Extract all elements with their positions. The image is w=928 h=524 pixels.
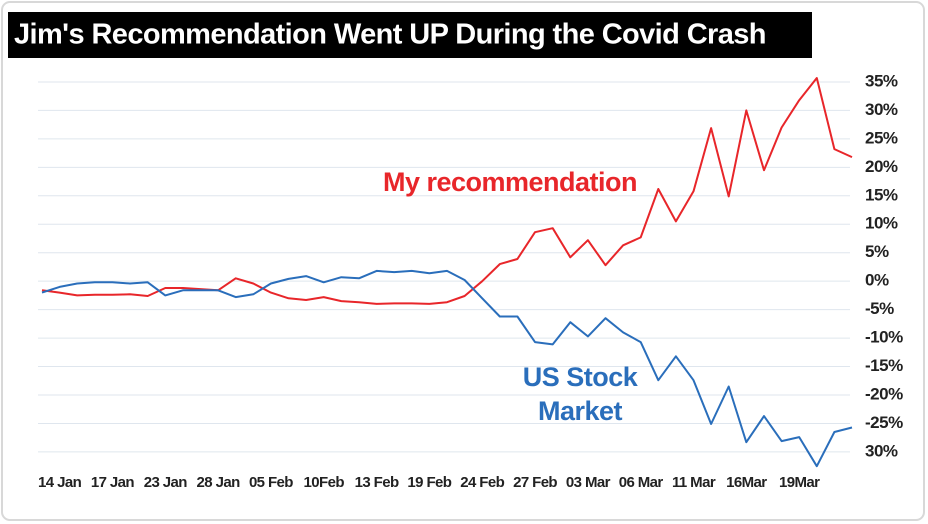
x-tick-label: 28 Jan: [197, 474, 241, 491]
series-label: My recommendation: [382, 167, 638, 197]
series-label: US Stock Market: [522, 362, 638, 426]
y-tick-label: 15%: [865, 185, 898, 204]
x-tick-label: 03 Mar: [566, 474, 611, 491]
x-tick-label: 19Mar: [779, 474, 820, 491]
x-tick-label: 14 Jan: [38, 474, 82, 491]
x-tick-label: 06 Mar: [619, 474, 664, 491]
x-tick-label: 11 Mar: [672, 474, 716, 491]
x-tick-label: 17 Jan: [91, 474, 135, 491]
y-tick-label: 20%: [865, 157, 898, 176]
series-line: [41, 269, 853, 468]
chart-title: Jim's Recommendation Went UP During the …: [14, 19, 766, 51]
y-tick-label: -10%: [865, 328, 903, 347]
x-tick-label: 27 Feb: [513, 474, 557, 491]
y-tick-label: 25%: [865, 128, 898, 147]
y-tick-label: -20%: [865, 384, 903, 403]
x-tick-label: 23 Jan: [144, 474, 188, 491]
y-tick-label: 10%: [865, 214, 898, 233]
x-tick-label: 05 Feb: [249, 474, 293, 491]
title-box: [8, 12, 812, 58]
y-tick-label: -5%: [865, 299, 894, 318]
series-line: [41, 77, 853, 305]
x-tick-label: 16Mar: [726, 474, 767, 491]
x-tick-label: 13 Feb: [355, 474, 399, 491]
y-tick-label: 30%: [865, 441, 898, 460]
y-tick-label: -25%: [865, 413, 903, 432]
y-tick-label: -15%: [865, 356, 903, 375]
x-tick-label: 24 Feb: [460, 474, 504, 491]
x-tick-label: 10Feb: [304, 474, 345, 491]
y-tick-label: 0%: [865, 271, 889, 290]
x-tick-label: 19 Feb: [407, 474, 451, 491]
y-tick-label: 35%: [865, 71, 898, 90]
y-tick-label: 5%: [865, 242, 889, 261]
y-tick-label: 30%: [865, 100, 898, 119]
